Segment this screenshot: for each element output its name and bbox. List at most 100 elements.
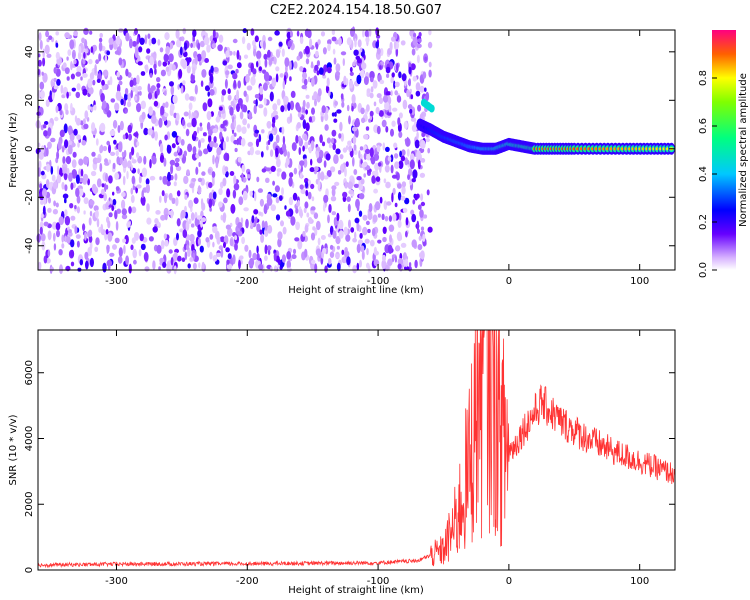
heatmap-cell (108, 37, 114, 45)
heatmap-cell (400, 242, 407, 248)
heatmap-cell (414, 139, 420, 149)
heatmap-cell (218, 112, 222, 118)
heatmap-cell (233, 175, 237, 186)
heatmap-cell (204, 58, 210, 63)
heatmap-cell (412, 199, 416, 205)
heatmap-cell (307, 179, 311, 186)
heatmap-cell (227, 227, 233, 237)
heatmap-cell (308, 116, 312, 123)
heatmap-cell (360, 69, 365, 79)
heatmap-cell (353, 169, 358, 175)
heatmap-cell (361, 62, 367, 70)
heatmap-cell (409, 159, 415, 170)
heatmap-cell (195, 55, 198, 65)
heatmap-cell (84, 231, 87, 241)
heatmap-cell (67, 231, 73, 237)
snr-xtick-label: -200 (236, 576, 259, 587)
heatmap-cell (380, 48, 384, 56)
heatmap-cell (114, 210, 118, 220)
heatmap-cell (81, 140, 87, 146)
heatmap-cell (352, 265, 357, 274)
heatmap-cell (104, 158, 108, 164)
heatmap-cell (91, 183, 97, 193)
heatmap-cell (351, 105, 354, 112)
heatmap-cell (273, 252, 277, 262)
heatmap-cell (264, 244, 268, 255)
heatmap-cell (412, 169, 418, 179)
heatmap-cell (237, 80, 241, 89)
heatmap-cell (329, 225, 334, 235)
heatmap-cell (174, 173, 178, 181)
heatmap-cell (40, 170, 45, 176)
heatmap-cell (344, 250, 350, 258)
heatmap-cell (345, 78, 349, 86)
heatmap-cell (389, 41, 393, 52)
heatmap-cell (87, 231, 90, 238)
snr-xtick-label: 0 (506, 576, 512, 587)
heatmap-cell (388, 224, 395, 232)
heatmap-cell (80, 168, 84, 177)
heatmap-cell (100, 92, 105, 103)
heatmap-cell (359, 146, 364, 151)
heatmap-cell (173, 151, 178, 157)
heatmap-cell (53, 85, 59, 90)
heatmap-cell (156, 244, 162, 254)
heatmap-cell (365, 148, 371, 155)
heatmap-cell (188, 102, 193, 111)
heatmap-cell (383, 200, 388, 210)
heatmap-cell (108, 144, 111, 154)
heatmap-cell (379, 79, 385, 85)
heatmap-cell (347, 181, 353, 190)
heatmap-cell (390, 77, 394, 84)
heatmap-cell (428, 29, 432, 36)
heatmap-cell (165, 101, 169, 108)
heatmap-cell (197, 229, 202, 238)
heatmap-cell (340, 93, 344, 100)
heatmap-cell (159, 195, 162, 203)
heatmap-cell (313, 91, 318, 101)
heatmap-cell (357, 39, 362, 48)
heatmap-cell (324, 124, 329, 131)
heatmap-cell (139, 233, 144, 242)
heatmap-cell (89, 210, 93, 217)
heatmap-cell (325, 153, 331, 161)
heatmap-cell (106, 140, 110, 146)
heatmap-cell (95, 138, 99, 146)
heatmap-cell (318, 179, 321, 190)
heatmap-cell (276, 171, 280, 177)
heatmap-cell (164, 32, 170, 41)
heatmap-cell (413, 120, 417, 131)
heatmap-cell (197, 177, 203, 183)
heatmap-cell (140, 243, 146, 251)
heatmap-cell (253, 104, 257, 115)
heatmap-cell (183, 111, 189, 117)
heatmap-cell (82, 118, 86, 125)
heatmap-cell (299, 36, 304, 45)
heatmap-cell (107, 232, 113, 242)
heatmap-cell (294, 237, 300, 242)
heatmap-cell (410, 209, 415, 215)
heatmap-cell (246, 42, 251, 51)
heatmap-cell (186, 65, 191, 74)
heatmap-cell (109, 198, 113, 205)
heatmap-cell (147, 92, 153, 100)
heatmap-cell (346, 104, 350, 112)
heatmap-cell (258, 211, 262, 216)
heatmap-cell (121, 151, 125, 158)
heatmap-cell (365, 126, 370, 131)
heatmap-cell (270, 266, 273, 272)
heatmap-cell (181, 118, 186, 127)
heatmap-cell (373, 188, 378, 194)
heatmap-cell (89, 72, 95, 80)
heatmap-cell (182, 80, 186, 86)
heatmap-cell (398, 71, 402, 79)
heatmap-cell (346, 256, 351, 266)
heatmap-cell (397, 220, 402, 228)
heatmap-cell (264, 220, 268, 231)
heatmap-cell (369, 239, 375, 247)
heatmap-cell (417, 104, 422, 112)
heatmap-cell (336, 262, 341, 272)
heatmap-cell (275, 214, 281, 221)
heatmap-cell (300, 188, 306, 195)
heatmap-cell (144, 266, 150, 272)
